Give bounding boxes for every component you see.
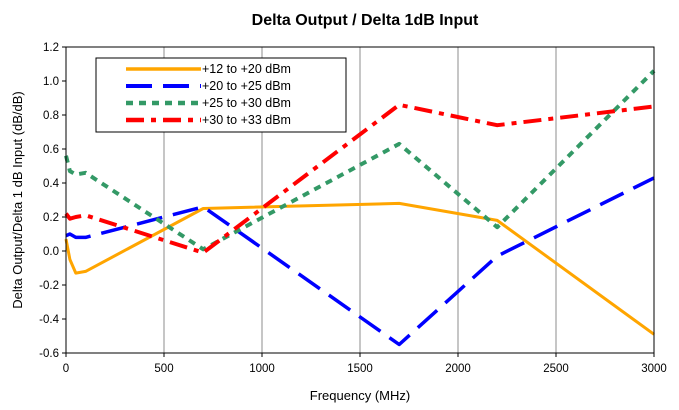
x-tick-label: 2500 (543, 363, 569, 375)
x-tick-label: 1000 (249, 363, 275, 375)
y-tick-label: 0.6 (43, 144, 59, 156)
x-tick-label: 1500 (347, 363, 373, 375)
y-axis-label: Delta Output/Delta 1 dB Input (dB/dB) (10, 91, 25, 309)
y-tick-label: 1.2 (43, 42, 59, 54)
y-tick-label: 0.8 (43, 110, 59, 122)
y-tick-label: 0.0 (43, 246, 59, 258)
y-tick-label: 0.2 (43, 212, 59, 224)
y-axis-ticks: -0.6 -0.4 -0.2 0.0 0.2 0.4 0.6 0.8 1.0 1.2 (39, 42, 66, 360)
series-line-4 (64, 102, 655, 255)
y-tick-label: -0.2 (39, 280, 59, 292)
legend: +12 to +20 dBm +20 to +25 dBm +25 to +30 d… (95, 57, 347, 133)
x-tick-label: 0 (63, 363, 69, 375)
series-line-2 (65, 176, 655, 347)
series-layer (64, 69, 656, 347)
series-line-1 (64, 201, 655, 336)
legend-label: +25 to +30 dBm (202, 96, 291, 110)
legend-label: +12 to +20 dBm (202, 62, 291, 76)
legend-label: +20 to +25 dBm (202, 79, 291, 93)
chart-title: Delta Output / Delta 1dB Input (252, 12, 479, 29)
x-tick-label: 3000 (641, 363, 667, 375)
y-tick-label: -0.6 (39, 348, 59, 360)
legend-label: +30 to +33 dBm (202, 113, 291, 127)
y-tick-label: -0.4 (39, 314, 59, 326)
x-tick-label: 500 (154, 363, 173, 375)
x-axis-ticks: 0 500 1000 1500 2000 2500 3000 (63, 353, 667, 375)
y-tick-label: 0.4 (43, 178, 60, 190)
x-tick-label: 2000 (445, 363, 471, 375)
series-line-3 (64, 69, 656, 252)
y-tick-label: 1.0 (43, 76, 59, 88)
x-axis-label: Frequency (MHz) (310, 388, 410, 403)
